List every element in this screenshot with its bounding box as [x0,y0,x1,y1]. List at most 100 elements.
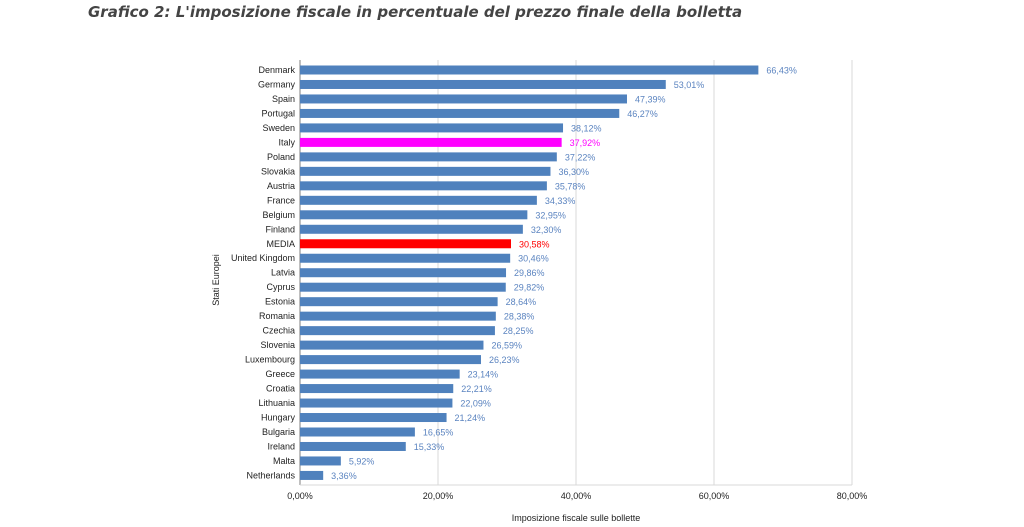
bar-france [300,195,537,205]
value-label: 35,78% [555,181,586,191]
x-axis-title: Imposizione fiscale sulle bollette [512,513,641,523]
x-tick-label: 60,00% [699,491,730,501]
value-label: 3,36% [331,471,357,481]
value-label: 21,24% [455,413,486,423]
bar-malta [300,456,341,466]
value-label: 36,30% [558,167,589,177]
x-tick-label: 0,00% [287,491,313,501]
bar-italy [300,137,562,147]
category-label: Poland [267,152,295,162]
bar-denmark [300,65,759,75]
value-label: 53,01% [674,80,705,90]
bar-netherlands [300,470,324,480]
bar-slovenia [300,340,484,350]
bar-cyprus [300,282,506,292]
bars [300,65,759,480]
x-tick-label: 80,00% [837,491,868,501]
category-label: France [267,195,295,205]
category-label: Spain [272,94,295,104]
bar-ireland [300,441,406,451]
bar-austria [300,181,547,191]
bar-portugal [300,108,620,118]
category-label: Malta [273,456,295,466]
value-label: 26,59% [491,341,522,351]
category-label: MEDIA [266,239,295,249]
category-label: Slovakia [261,166,295,176]
bar-bulgaria [300,427,415,437]
category-label: Sweden [262,123,295,133]
bar-romania [300,311,496,321]
category-labels: Denmark Germany Spain Portugal Sweden Italy Po… [231,65,296,480]
value-label: 37,22% [565,152,596,162]
category-label: Germany [258,79,296,89]
bar-sweden [300,123,564,133]
value-label: 16,65% [423,428,454,438]
category-label: Portugal [261,108,295,118]
category-label: Ireland [267,441,295,451]
value-label: 28,25% [503,326,534,336]
bar-germany [300,79,666,89]
category-label: Czechia [262,326,295,336]
bar-belgium [300,210,528,220]
category-label: Greece [265,369,295,379]
category-label: Finland [265,224,295,234]
bar-latvia [300,268,507,278]
value-label: 30,58% [519,239,550,249]
bar-croatia [300,384,454,394]
category-label: Lithuania [258,398,295,408]
x-tick-label: 40,00% [561,491,592,501]
category-label: Belgium [262,210,295,220]
bar-media [300,239,512,249]
bar-greece [300,369,460,379]
value-label: 28,38% [504,312,535,322]
value-label: 26,23% [489,355,520,365]
bar-finland [300,224,523,234]
value-label: 34,33% [545,196,576,206]
value-label: 37,92% [570,138,601,148]
value-label: 29,86% [514,268,545,278]
value-labels: 66,43% 53,01% 47,39% 46,27% 38,12% 37,92% 37,2… [331,66,797,481]
bar-poland [300,152,557,162]
value-label: 22,09% [460,399,491,409]
category-label: Italy [278,137,295,147]
value-label: 29,82% [514,283,545,293]
value-label: 15,33% [414,442,445,452]
bar-slovakia [300,166,551,176]
category-label: Slovenia [260,340,295,350]
category-label: Cyprus [266,282,295,292]
bar-lithuania [300,398,453,408]
value-label: 46,27% [627,109,658,119]
category-label: Austria [267,181,295,191]
category-label: Croatia [266,384,295,394]
bar-hungary [300,413,447,423]
category-label: Hungary [261,413,296,423]
value-label: 38,12% [571,123,602,133]
page-title: Grafico 2: L'imposizione fiscale in perc… [88,3,743,21]
category-label: Latvia [271,268,295,278]
value-label: 22,21% [461,384,492,394]
value-label: 23,14% [468,370,499,380]
value-label: 28,64% [506,297,537,307]
bar-spain [300,94,627,104]
category-label: United Kingdom [231,253,295,263]
bar-estonia [300,297,498,307]
bar-czechia [300,326,495,336]
category-label: Estonia [265,297,295,307]
value-label: 47,39% [635,94,666,104]
category-label: Romania [259,311,295,321]
x-tick-labels: 0,00% 20,00% 40,00% 60,00% 80,00% [287,491,867,501]
category-label: Luxembourg [245,355,295,365]
value-label: 32,30% [531,225,562,235]
value-label: 5,92% [349,456,375,466]
value-label: 32,95% [535,210,566,220]
category-label: Bulgaria [262,427,295,437]
y-axis-title: Stati Europei [211,254,221,306]
value-label: 66,43% [766,66,797,76]
category-label: Denmark [258,65,295,75]
bar-united-kingdom [300,253,511,263]
value-label: 30,46% [518,254,549,264]
category-label: Netherlands [246,470,295,480]
x-tick-label: 20,00% [423,491,454,501]
bar-luxembourg [300,355,481,365]
